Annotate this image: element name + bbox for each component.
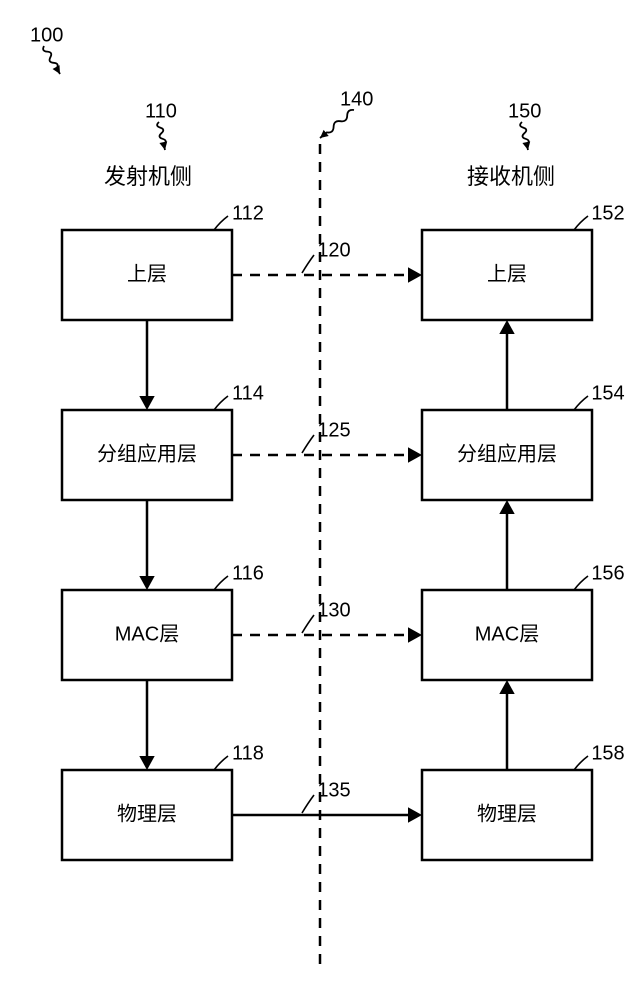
- layer-box-label: 上层: [127, 262, 167, 285]
- layer-box-label: 上层: [487, 262, 527, 285]
- layer-box-label: 物理层: [477, 802, 537, 825]
- layer-box-label: 分组应用层: [97, 442, 197, 465]
- tx-side-header: 发射机侧: [104, 164, 192, 189]
- ref-label: 125: [317, 419, 350, 441]
- ref-label: 152: [591, 202, 624, 224]
- ref-label: 150: [508, 100, 541, 122]
- ref-tx-110: 110: [145, 100, 177, 122]
- layer-box-label: 分组应用层: [457, 442, 557, 465]
- ref-divider-140: 140: [340, 88, 373, 110]
- peer-arrow: 125: [232, 419, 414, 455]
- peer-arrow: 120: [232, 239, 414, 275]
- layer-box-tx-upper: 上层 112: [62, 202, 264, 320]
- ref-figure-100: 100: [30, 24, 63, 46]
- layer-box-tx-phy: 物理层 118: [62, 742, 264, 860]
- layer-box-label: MAC层: [475, 623, 539, 645]
- ref-label: 112: [232, 202, 264, 224]
- ref-label: 100: [30, 24, 63, 46]
- layer-box-rx-upper: 上层 152: [422, 202, 625, 320]
- ref-label: 135: [317, 779, 350, 801]
- ref-label: 140: [340, 88, 373, 110]
- ref-label: 116: [232, 562, 264, 584]
- ref-label: 120: [317, 239, 350, 261]
- layer-box-rx-phy: 物理层 158: [422, 742, 625, 860]
- peer-arrow: 135: [232, 779, 414, 815]
- ref-label: 118: [232, 742, 264, 764]
- layer-box-label: 物理层: [117, 802, 177, 825]
- ref-label: 156: [591, 562, 624, 584]
- ref-label: 158: [591, 742, 624, 764]
- layer-box-tx-app: 分组应用层 114: [62, 382, 264, 500]
- ref-label: 130: [317, 599, 350, 621]
- peer-arrow: 130: [232, 599, 414, 635]
- layer-box-rx-app: 分组应用层 154: [422, 382, 625, 500]
- layer-box-tx-mac: MAC层 116: [62, 562, 264, 680]
- ref-label: 114: [232, 382, 264, 404]
- ref-label: 154: [591, 382, 624, 404]
- rx-side-header: 接收机侧: [467, 164, 555, 189]
- layer-box-label: MAC层: [115, 623, 179, 645]
- ref-label: 110: [145, 100, 177, 122]
- ref-rx-150: 150: [508, 100, 541, 122]
- layer-box-rx-mac: MAC层 156: [422, 562, 625, 680]
